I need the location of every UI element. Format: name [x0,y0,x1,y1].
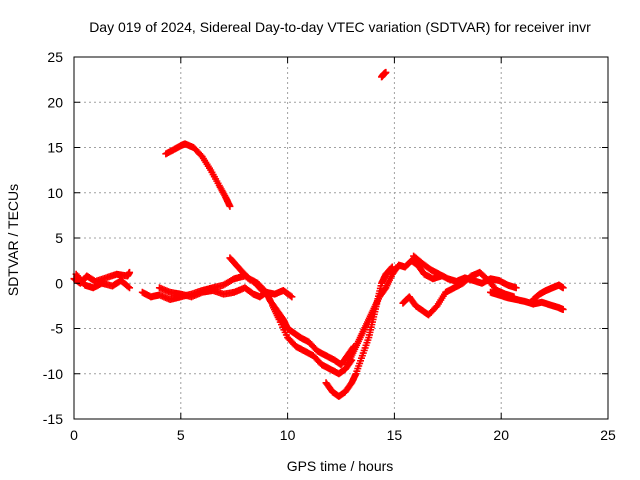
x-tick-label: 0 [70,427,78,443]
x-axis-label: GPS time / hours [287,458,394,474]
data-point [126,268,134,276]
data-points [70,68,567,400]
data-point [559,284,567,292]
y-tick-label: 20 [47,94,63,110]
y-axis-label: SDTVAR / TECUs [5,184,21,296]
series-trace-f [226,254,358,369]
y-tick-label: 25 [47,49,63,65]
series-trace-n [378,68,390,81]
y-tick-label: 5 [55,230,63,246]
data-point [512,284,520,292]
data-point [126,284,134,292]
series-trace-b [72,270,134,292]
series-trace-m [529,281,567,304]
x-tick-label: 5 [177,427,185,443]
y-tick-label: 10 [47,185,63,201]
y-tick-label: -10 [43,366,63,382]
series-trace-l [487,288,567,313]
x-tick-label: 25 [600,427,616,443]
series-trace-g [269,302,356,378]
data-point [559,305,567,313]
x-tick-label: 15 [387,427,403,443]
axis-ticks: 0 5 10 15 20 25 -15 -10 -5 0 5 10 15 20 25 [43,49,616,443]
series-trace-c [162,140,234,210]
data-point [288,293,296,301]
y-tick-label: 15 [47,140,63,156]
y-tick-label: -15 [43,411,63,427]
series-trace-k [410,252,520,292]
data-point [226,202,234,210]
series-trace-e [155,284,296,301]
x-tick-label: 20 [493,427,509,443]
data-point [287,292,295,300]
x-tick-label: 10 [280,427,296,443]
data-point [382,68,390,76]
y-tick-label: -5 [51,321,64,337]
chart-title: Day 019 of 2024, Sidereal Day-to-day VTE… [89,19,591,35]
y-tick-label: 0 [55,275,63,291]
data-point [124,283,132,291]
